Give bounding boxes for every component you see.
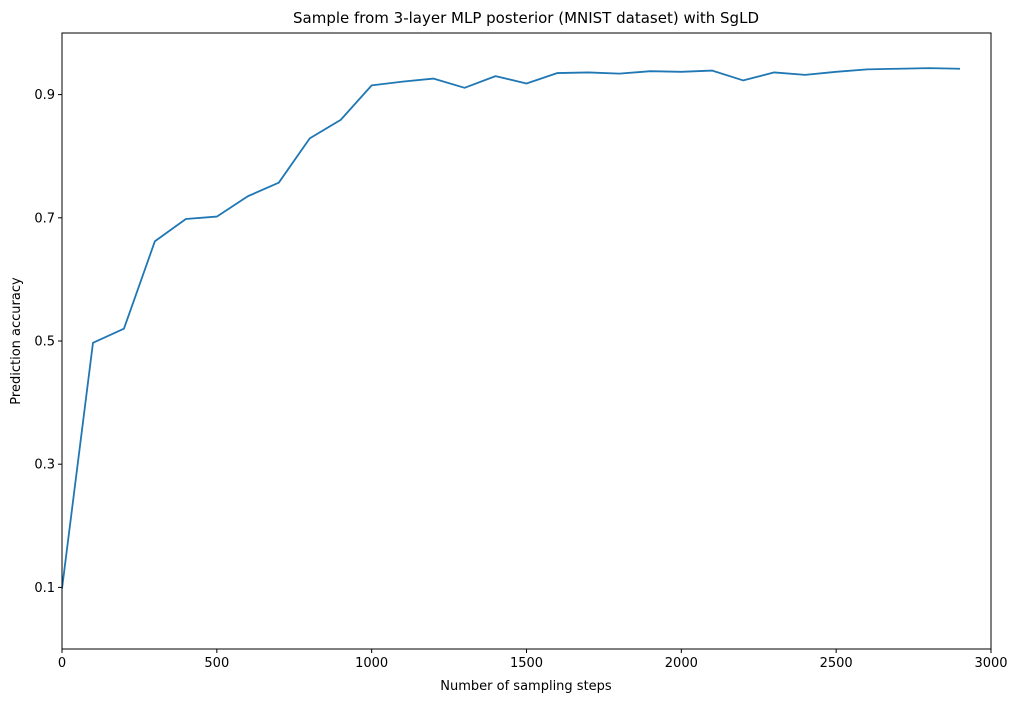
y-tick-label: 0.9 [34,88,55,103]
x-axis: 0 500 1000 1500 2000 2500 3000 [58,649,1008,671]
y-tick-label: 0.5 [34,335,55,350]
y-tick-label: 0.3 [34,458,55,473]
x-tick-label: 1000 [355,656,388,671]
axes-frame [61,32,992,650]
x-axis-label: Number of sampling steps [440,679,612,694]
y-axis: 0.1 0.3 0.5 0.7 0.9 [34,88,62,596]
x-tick-label: 2500 [820,656,853,671]
x-tick-label: 0 [58,656,66,671]
x-tick-label: 1500 [510,656,543,671]
plot-area [62,67,961,589]
x-tick-label: 500 [204,656,229,671]
chart-title: Sample from 3-layer MLP posterior (MNIST… [293,9,759,27]
y-tick-label: 0.1 [34,581,55,596]
y-tick-label: 0.7 [34,211,55,226]
series-line-0 [62,67,961,589]
x-tick-label: 2000 [665,656,698,671]
x-tick-label: 3000 [974,656,1007,671]
y-axis-label: Prediction accuracy [9,277,24,405]
